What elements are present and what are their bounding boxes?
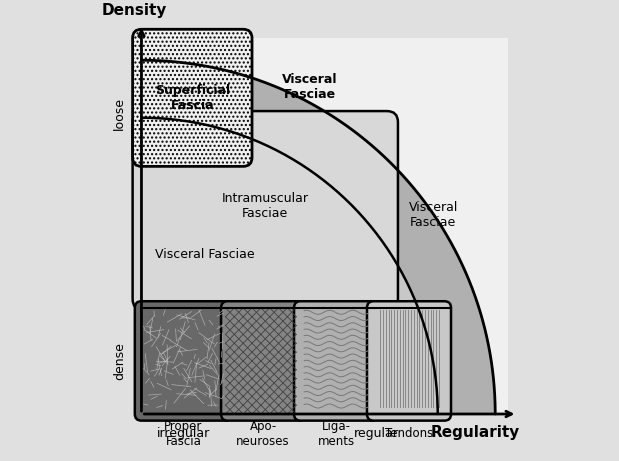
Polygon shape (142, 38, 508, 414)
Text: Visceral
Fasciae: Visceral Fasciae (282, 73, 337, 101)
Text: Tendons: Tendons (385, 427, 433, 440)
Text: Apo-
neuroses: Apo- neuroses (236, 420, 290, 448)
Text: dense: dense (113, 342, 126, 380)
Text: Regularity: Regularity (430, 425, 519, 440)
FancyBboxPatch shape (367, 301, 451, 420)
FancyBboxPatch shape (132, 29, 252, 166)
Text: Visceral
Fasciae: Visceral Fasciae (409, 201, 458, 229)
Text: regular: regular (353, 427, 398, 440)
Text: Proper
Fascia: Proper Fascia (164, 420, 202, 448)
Text: loose: loose (113, 97, 126, 130)
FancyBboxPatch shape (132, 111, 398, 310)
Text: irregular: irregular (157, 427, 210, 440)
FancyBboxPatch shape (294, 301, 378, 420)
Text: Density: Density (102, 3, 167, 18)
Text: Liga-
ments: Liga- ments (318, 420, 355, 448)
Text: Superficial
Fascia: Superficial Fascia (155, 84, 230, 112)
Bar (142, 38, 508, 414)
Text: Visceral Fasciae: Visceral Fasciae (155, 248, 254, 261)
FancyBboxPatch shape (135, 301, 232, 420)
Text: Intramuscular
Fasciae: Intramuscular Fasciae (222, 192, 309, 220)
Polygon shape (142, 38, 438, 414)
FancyBboxPatch shape (221, 301, 305, 420)
